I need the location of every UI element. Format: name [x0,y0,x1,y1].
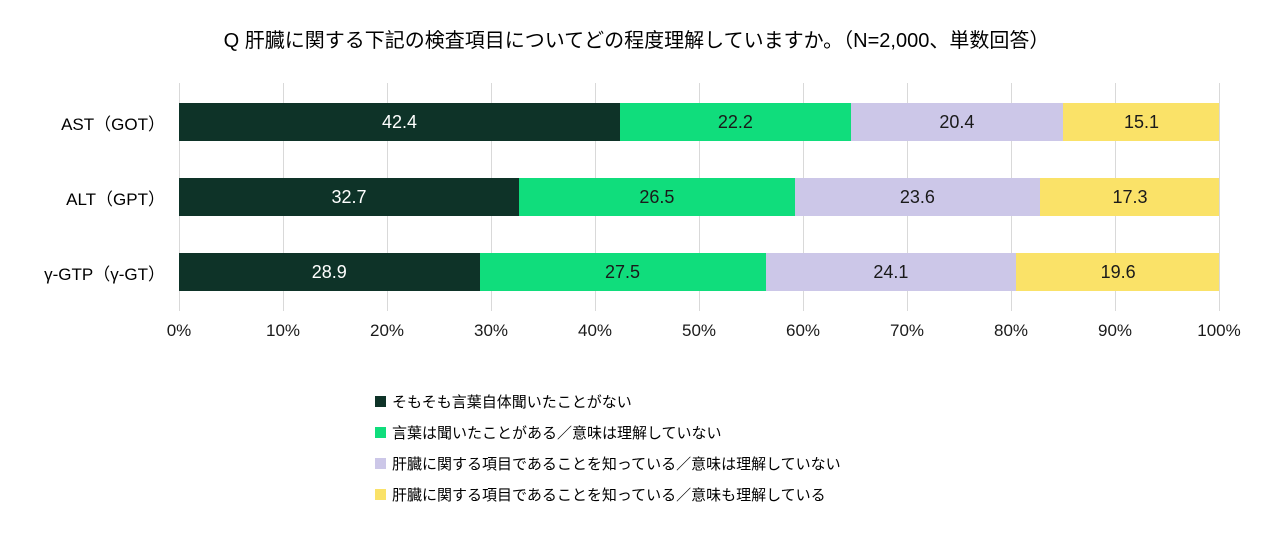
x-tick-label: 80% [993,321,1029,340]
bar-segment: 19.6 [1016,253,1219,291]
legend: そもそも言葉自体聞いたことがない言葉は聞いたことがある／意味は理解していない肝臓… [375,386,841,510]
bar-track: 32.7 26.5 23.6 17.3 [179,178,1219,216]
x-tick-label: 100% [1197,321,1241,340]
bar-rows: AST（GOT） 42.4 22.2 20.4 15.1 ALT（GPT） 32.7 26.5… [0,83,1273,291]
x-tick-label: 40% [577,321,613,340]
bar-track: 42.4 22.2 20.4 15.1 [179,103,1219,141]
category-label: γ-GTP（γ-GT） [44,264,165,284]
bar-segment: 28.9 [179,253,480,291]
legend-item: そもそも言葉自体聞いたことがない [375,386,841,417]
legend-swatch-icon [375,427,386,438]
legend-item: 言葉は聞いたことがある／意味は理解していない [375,417,841,448]
x-tick-label: 10% [265,321,301,340]
category-label: AST（GOT） [61,114,165,134]
legend-swatch-icon [375,396,386,407]
bar-row: ALT（GPT） 32.7 26.5 23.6 17.3 [0,178,1273,216]
gridline-100% [1219,83,1220,311]
bar-segment: 17.3 [1040,178,1219,216]
bar-segment: 42.4 [179,103,620,141]
bar-segment: 24.1 [765,253,1017,291]
chart-title: Q 肝臓に関する下記の検査項目についてどの程度理解していますか。（N=2,000… [223,30,1050,52]
bar-segment: 20.4 [850,103,1063,141]
legend-item: 肝臓に関する項目であることを知っている／意味も理解している [375,479,841,510]
legend-swatch-icon [375,458,386,469]
bar-segment: 32.7 [179,178,520,216]
legend-label: そもそも言葉自体聞いたことがない [392,394,632,411]
x-tick-label: 50% [681,321,717,340]
legend-label: 言葉は聞いたことがある／意味は理解していない [392,425,722,442]
x-tick-label: 70% [889,321,925,340]
legend-label: 肝臓に関する項目であることを知っている／意味も理解している [392,487,826,504]
x-tick-label: 30% [473,321,509,340]
bar-segment: 26.5 [519,178,795,216]
legend-swatch-icon [375,489,386,500]
legend-label: 肝臓に関する項目であることを知っている／意味は理解していない [392,456,841,473]
x-axis: 0% 10% 20% 30% 40% 50% 60% 70% 80% 90% 100% [167,321,1241,345]
x-tick-label: 0% [166,321,192,340]
bar-row: γ-GTP（γ-GT） 28.9 27.5 24.1 19.6 [0,253,1273,291]
x-tick-label: 90% [1097,321,1133,340]
bar-segment: 27.5 [479,253,766,291]
x-tick-label: 20% [369,321,405,340]
bar-segment: 15.1 [1062,103,1219,141]
bar-track: 28.9 27.5 24.1 19.6 [179,253,1219,291]
bar-row: AST（GOT） 42.4 22.2 20.4 15.1 [0,103,1273,141]
category-label: ALT（GPT） [66,189,165,209]
legend-item: 肝臓に関する項目であることを知っている／意味は理解していない [375,448,841,479]
x-tick-label: 60% [785,321,821,340]
bar-segment: 23.6 [794,178,1041,216]
bar-segment: 22.2 [619,103,851,141]
